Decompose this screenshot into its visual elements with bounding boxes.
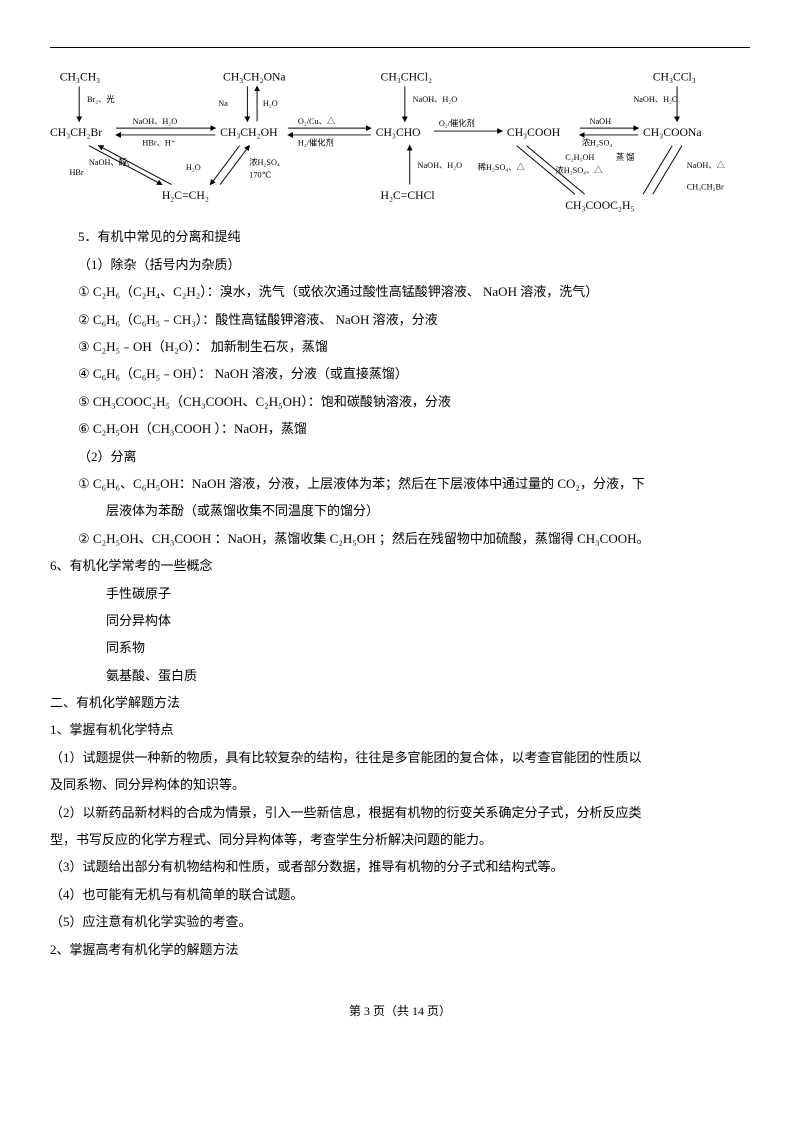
m1-p1: （1）试题提供一种新的物质，具有比较复杂的结构，往往是多官能团的复合体，以考查官…: [50, 746, 750, 769]
s5-p2-i1a: ① C₆H₆、C₆H₅OH：NaOH 溶液，分液，上层液体为苯；然后在下层液体中…: [50, 472, 750, 495]
s5-i2: ② C₆H₆（C₆H₅﹣CH₃）：酸性高锰酸钾溶液、 NaOH 溶液，分液: [50, 308, 750, 331]
page-footer: 第 3 页（共 14 页）: [50, 1001, 750, 1023]
svg-text:NaOH: NaOH: [590, 117, 612, 126]
svg-text:NaOH、H₂O: NaOH、H₂O: [413, 94, 458, 103]
s5-i1: ① C₂H₆（C₂H₄、C₂H₂）：溴水，洗气（或依次通过酸性高锰酸钾溶液、 N…: [50, 280, 750, 303]
svg-text:H₂O: H₂O: [186, 162, 201, 171]
node-bromoethane: CH₃CH₂Br: [50, 125, 102, 138]
svg-text:Na: Na: [218, 98, 228, 107]
svg-text:浓H₂SO₄: 浓H₂SO₄: [249, 158, 280, 167]
node-ester: CH₃COOC₂H₅: [565, 198, 634, 211]
svg-text:HBr、H⁺: HBr、H⁺: [142, 138, 175, 147]
svg-text:O₂/Cu、△: O₂/Cu、△: [298, 117, 335, 126]
s5-i6: ⑥ C₂H₅OH（CH₃COOH ）：NaOH，蒸馏: [50, 417, 750, 440]
s6-i1: 手性碳原子: [50, 582, 750, 605]
reaction-diagram: CH₃CH₃ CH₃CH₂ONa CH₃CHCl₂ CH₃CCl₃ Br₂、光 …: [50, 63, 750, 219]
m2-title: 2、掌握高考有机化学的解题方法: [50, 938, 750, 961]
s5-i3: ③ C₂H₅﹣OH（H₂O）： 加新制生石灰，蒸馏: [50, 335, 750, 358]
svg-text:浓H₂SO₄、△: 浓H₂SO₄、△: [556, 165, 603, 174]
node-dichloro: CH₃CHCl₂: [381, 70, 433, 83]
m1-p5: （5）应注意有机化学实验的考查。: [50, 910, 750, 933]
svg-text:170℃: 170℃: [249, 170, 271, 179]
svg-text:NaOH、△: NaOH、△: [687, 160, 725, 169]
svg-text:NaOH、H₂O: NaOH、H₂O: [633, 94, 678, 103]
m1-p4: （4）也可能有无机与有机简单的联合试题。: [50, 883, 750, 906]
svg-text:NaOH、H₂O: NaOH、H₂O: [133, 117, 178, 126]
s5-i5: ⑤ CH₃COOC₂H₅（CH₃COOH、C₂H₅OH）：饱和碳酸钠溶液，分液: [50, 390, 750, 413]
svg-text:HBr: HBr: [69, 167, 83, 176]
s5-p2-title: （2）分离: [50, 445, 750, 468]
svg-text:O₂/催化剂: O₂/催化剂: [439, 118, 475, 128]
node-ethoxide: CH₃CH₂ONa: [223, 70, 286, 83]
svg-text:CH₃CH₂Br: CH₃CH₂Br: [687, 182, 724, 191]
svg-text:△: △: [123, 158, 130, 167]
node-acetate: CH₃COONa: [643, 125, 702, 138]
s5-p2-i2: ② C₂H₅OH、CH₃COOH ：NaOH，蒸馏收集 C₂H₅OH ；然后在残…: [50, 527, 750, 550]
node-vinylchloride: H₂C=CHCl: [381, 189, 435, 202]
svg-text:Br₂、光: Br₂、光: [87, 93, 115, 103]
svg-text:C₂H₅OH: C₂H₅OH: [565, 153, 594, 162]
section-5-title: 5．有机中常见的分离和提纯: [50, 225, 750, 248]
node-ethanol: CH₃CH₂OH: [220, 125, 278, 138]
s6-i3: 同系物: [50, 636, 750, 659]
node-ethylene: H₂C=CH₂: [162, 189, 209, 202]
node-ethane: CH₃CH₃: [60, 70, 101, 83]
m1-title: 1、掌握有机化学特点: [50, 718, 750, 741]
svg-text:蒸 馏: 蒸 馏: [616, 152, 635, 162]
s5-i4: ④ C₆H₆（C₆H₅﹣OH）： NaOH 溶液，分液（或直接蒸馏）: [50, 362, 750, 385]
section-6-title: 6、有机化学常考的一些概念: [50, 554, 750, 577]
heading-2: 二、有机化学解题方法: [50, 691, 750, 714]
node-aceticacid: CH₃COOH: [507, 125, 561, 138]
svg-text:NaOH、醇: NaOH、醇: [89, 157, 127, 167]
svg-text:H₂O: H₂O: [263, 98, 278, 107]
svg-text:NaOH、H₂O: NaOH、H₂O: [417, 160, 462, 169]
svg-text:稀H₂SO₄、△: 稀H₂SO₄、△: [478, 161, 525, 171]
node-acetaldehyde: CH₃CHO: [376, 125, 421, 138]
node-trichloro: CH₃CCl₃: [653, 70, 696, 83]
m1-p3: （3）试题给出部分有机物结构和性质，或者部分数据，推导有机物的分子式和结构式等。: [50, 855, 750, 878]
s5-p1-title: （1）除杂（括号内为杂质）: [50, 253, 750, 276]
m1-p2: （2）以新药品新材料的合成为情景，引入一些新信息，根据有机物的衍变关系确定分子式…: [50, 801, 750, 824]
svg-text:浓H₂SO₄: 浓H₂SO₄: [582, 138, 613, 147]
m1-p1b: 及同系物、同分异构体的知识等。: [50, 773, 750, 796]
s5-p2-i1b: 层液体为苯酚（或蒸馏收集不同温度下的馏分）: [50, 499, 750, 522]
s6-i2: 同分异构体: [50, 609, 750, 632]
svg-text:H₂/催化剂: H₂/催化剂: [298, 137, 334, 147]
m1-p2b: 型，书写反应的化学方程式、同分异构体等，考查学生分析解决问题的能力。: [50, 828, 750, 851]
s6-i4: 氨基酸、蛋白质: [50, 664, 750, 687]
